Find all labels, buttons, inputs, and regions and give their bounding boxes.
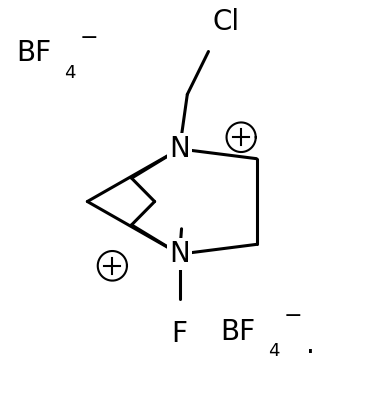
Text: −: − xyxy=(284,306,302,326)
Text: ·: · xyxy=(307,339,316,367)
Text: BF: BF xyxy=(16,39,51,67)
Text: 4: 4 xyxy=(64,64,76,82)
Text: Cl: Cl xyxy=(212,8,239,36)
Text: BF: BF xyxy=(220,318,255,346)
Text: N: N xyxy=(169,135,190,163)
Text: 4: 4 xyxy=(268,342,280,360)
Text: −: − xyxy=(80,28,98,48)
Text: N: N xyxy=(169,240,190,268)
Text: F: F xyxy=(172,320,188,348)
